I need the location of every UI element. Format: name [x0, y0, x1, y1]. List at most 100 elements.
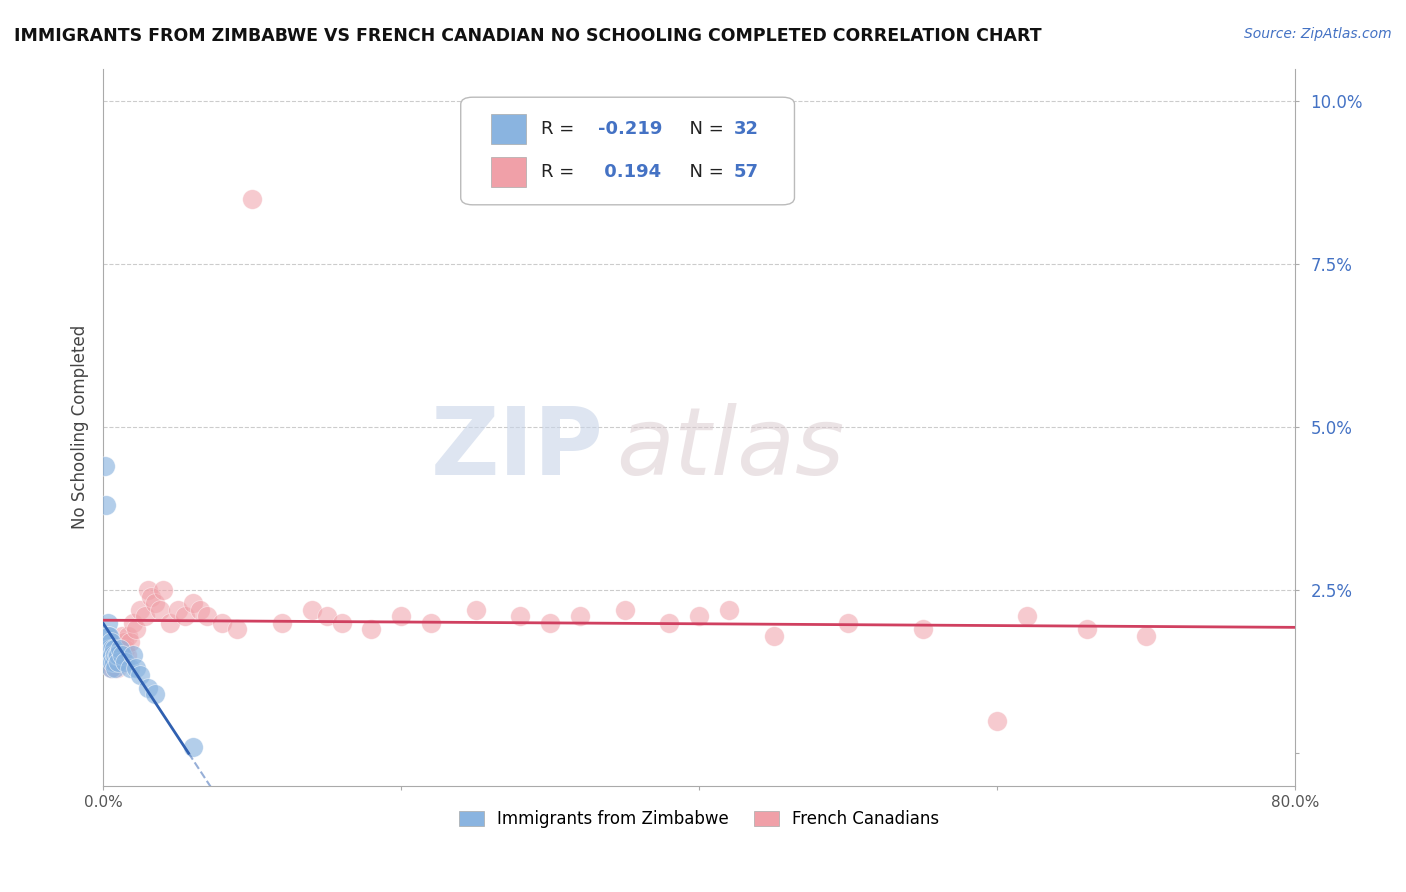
- Point: [97, 655, 120, 669]
- Point: [301, 603, 323, 617]
- Point: [107, 648, 129, 663]
- Text: N =: N =: [678, 120, 730, 137]
- Point: [240, 192, 263, 206]
- Point: [330, 615, 353, 630]
- Point: [94, 499, 117, 513]
- Point: [103, 641, 125, 656]
- Point: [104, 655, 127, 669]
- Point: [117, 629, 139, 643]
- Point: [211, 615, 233, 630]
- Point: [136, 583, 159, 598]
- Point: [103, 641, 125, 656]
- Point: [122, 615, 145, 630]
- Point: [129, 668, 152, 682]
- Point: [115, 648, 138, 663]
- Point: [181, 596, 204, 610]
- Point: [538, 615, 561, 630]
- Point: [1135, 629, 1157, 643]
- Point: [94, 648, 117, 663]
- Point: [100, 661, 122, 675]
- Point: [107, 655, 129, 669]
- Point: [114, 655, 136, 669]
- Point: [136, 681, 159, 695]
- Point: [360, 622, 382, 636]
- Point: [762, 629, 785, 643]
- Point: [509, 609, 531, 624]
- Text: atlas: atlas: [616, 403, 844, 494]
- Point: [139, 590, 162, 604]
- Point: [101, 655, 124, 669]
- Text: N =: N =: [678, 163, 730, 181]
- Point: [108, 648, 131, 663]
- Point: [986, 714, 1008, 728]
- Point: [98, 629, 121, 643]
- Point: [101, 648, 124, 663]
- Point: [98, 648, 121, 663]
- Point: [159, 615, 181, 630]
- Point: [315, 609, 337, 624]
- FancyBboxPatch shape: [461, 97, 794, 205]
- Point: [104, 648, 127, 663]
- Point: [688, 609, 710, 624]
- Point: [837, 615, 859, 630]
- Point: [188, 603, 211, 617]
- Point: [97, 615, 120, 630]
- Point: [143, 596, 166, 610]
- Point: [134, 609, 156, 624]
- Point: [111, 648, 134, 663]
- Point: [100, 661, 122, 675]
- Point: [226, 622, 249, 636]
- Point: [1015, 609, 1038, 624]
- Point: [111, 629, 134, 643]
- Point: [98, 641, 121, 656]
- Point: [125, 661, 148, 675]
- Point: [464, 603, 486, 617]
- Point: [105, 648, 128, 663]
- Point: [419, 615, 441, 630]
- Text: IMMIGRANTS FROM ZIMBABWE VS FRENCH CANADIAN NO SCHOOLING COMPLETED CORRELATION C: IMMIGRANTS FROM ZIMBABWE VS FRENCH CANAD…: [14, 27, 1042, 45]
- Point: [911, 622, 934, 636]
- Point: [613, 603, 636, 617]
- Point: [93, 459, 115, 474]
- Text: R =: R =: [540, 163, 579, 181]
- Point: [152, 583, 174, 598]
- Point: [100, 648, 122, 663]
- Point: [129, 603, 152, 617]
- Point: [98, 641, 121, 656]
- Point: [108, 641, 131, 656]
- Point: [125, 622, 148, 636]
- Point: [103, 655, 125, 669]
- Point: [112, 635, 135, 649]
- Text: ZIP: ZIP: [430, 402, 603, 495]
- Point: [114, 641, 136, 656]
- Point: [568, 609, 591, 624]
- Point: [118, 635, 141, 649]
- Point: [101, 648, 124, 663]
- Text: Source: ZipAtlas.com: Source: ZipAtlas.com: [1244, 27, 1392, 41]
- Point: [271, 615, 294, 630]
- Point: [197, 609, 219, 624]
- Point: [107, 641, 129, 656]
- Legend: Immigrants from Zimbabwe, French Canadians: Immigrants from Zimbabwe, French Canadia…: [453, 804, 946, 835]
- Text: 32: 32: [734, 120, 759, 137]
- Point: [122, 648, 145, 663]
- Point: [97, 629, 120, 643]
- Point: [105, 661, 128, 675]
- Point: [94, 648, 117, 663]
- Point: [104, 661, 127, 675]
- Point: [97, 641, 120, 656]
- Point: [118, 661, 141, 675]
- Point: [389, 609, 412, 624]
- Point: [100, 635, 122, 649]
- Text: -0.219: -0.219: [598, 120, 662, 137]
- Text: 57: 57: [734, 163, 759, 181]
- Point: [110, 641, 132, 656]
- Text: R =: R =: [540, 120, 579, 137]
- Y-axis label: No Schooling Completed: No Schooling Completed: [72, 325, 89, 529]
- Point: [658, 615, 681, 630]
- Point: [1076, 622, 1098, 636]
- FancyBboxPatch shape: [491, 157, 526, 186]
- Point: [181, 739, 204, 754]
- Point: [149, 603, 172, 617]
- Point: [166, 603, 188, 617]
